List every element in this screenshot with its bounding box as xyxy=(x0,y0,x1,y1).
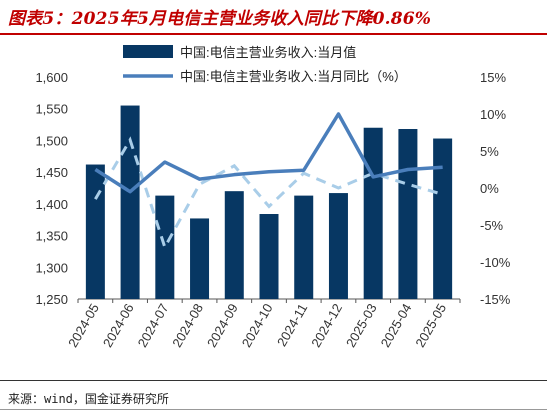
x-tick-label: 2024-11 xyxy=(274,301,310,349)
x-tick-label: 2024-05 xyxy=(65,301,102,350)
y-left-tick-label: 1,400 xyxy=(35,197,68,212)
source-note: 来源：wind，国金证券研究所 xyxy=(8,392,169,406)
x-tick-label: 2025-05 xyxy=(412,301,449,350)
legend-bar-label: 中国:电信主营业务收入:当月值 xyxy=(180,45,356,60)
bar xyxy=(120,105,140,300)
legend-bar-swatch xyxy=(123,45,173,58)
x-tick-label: 2024-09 xyxy=(204,301,241,350)
bar xyxy=(328,193,348,299)
y-left-tick-label: 1,250 xyxy=(35,292,68,307)
title-underline xyxy=(0,33,547,35)
x-tick-label: 2024-10 xyxy=(239,301,276,350)
x-tick-label: 2024-08 xyxy=(169,301,206,350)
y-left-tick-label: 1,500 xyxy=(35,133,68,148)
y-right-tick-label: 5% xyxy=(480,144,499,159)
source-divider xyxy=(0,380,547,381)
legend-line-label: 中国:电信主营业务收入:当月同比（%） xyxy=(180,69,407,84)
series-line-dashed xyxy=(94,136,444,251)
bar xyxy=(224,191,244,299)
title-bar: 图表5：2025年5月电信主营业务收入同比下降0.86% xyxy=(0,0,547,35)
chart: 1,250 1,300 1,350 1,400 1,450 1,500 1,550 1,600… xyxy=(35,45,511,350)
series-line-yoy xyxy=(94,112,443,194)
y-right-tick-label: 10% xyxy=(480,107,506,122)
y-left-tick-label: 1,550 xyxy=(35,102,68,117)
y-right-tick-label: 0% xyxy=(480,181,499,196)
x-tick-label: 2025-04 xyxy=(378,301,415,350)
y-left-tick-label: 1,600 xyxy=(35,70,68,85)
x-tick-label: 2024-06 xyxy=(100,301,137,350)
x-tick-label: 2025-03 xyxy=(343,301,380,350)
y-right-tick-label: -15% xyxy=(480,292,511,307)
bar xyxy=(190,218,210,299)
bar xyxy=(433,138,453,299)
y-left-tick-label: 1,450 xyxy=(35,165,68,180)
bar xyxy=(363,127,383,299)
x-tick-label: 2024-12 xyxy=(308,301,345,350)
y-right-tick-label: 15% xyxy=(480,70,506,85)
bottom-divider xyxy=(0,409,547,410)
y-left-tick-label: 1,350 xyxy=(35,229,68,244)
bar xyxy=(398,129,418,299)
y-left-tick-label: 1,300 xyxy=(35,260,68,275)
bar xyxy=(85,164,105,299)
x-tick-label: 2024-07 xyxy=(135,301,172,350)
bar xyxy=(259,214,279,299)
y-right-tick-label: -10% xyxy=(480,255,511,270)
bar xyxy=(294,195,314,299)
bar xyxy=(155,195,175,299)
chart-title: 图表5：2025年5月电信主营业务收入同比下降0.86% xyxy=(8,9,432,29)
y-right-tick-label: -5% xyxy=(480,218,504,233)
